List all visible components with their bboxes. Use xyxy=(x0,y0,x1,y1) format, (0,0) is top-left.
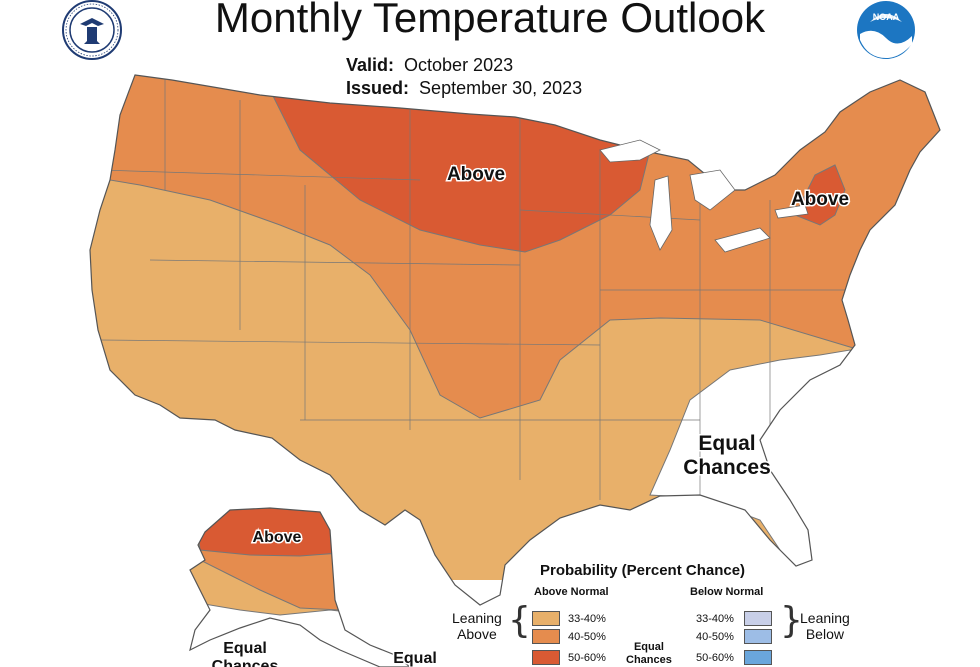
legend-above-row-1: 33-40% xyxy=(532,611,606,626)
alaska-panhandle-equal-label: Equal xyxy=(393,650,437,667)
legend-swatch-below-33-40 xyxy=(743,611,772,626)
leaning-above-label: Leaning Above xyxy=(452,610,502,642)
northeast-above-label: Above xyxy=(791,189,849,210)
north-central-above-label: Above xyxy=(447,164,505,185)
legend-below-row-2: 40-50% xyxy=(696,629,772,644)
legend-swatch-below-40-50 xyxy=(743,629,772,644)
legend-above-row-3: 50-60% xyxy=(532,650,606,665)
legend-above-header: Above Normal xyxy=(534,586,609,598)
issued-line: Issued: September 30, 2023 xyxy=(346,78,582,99)
southeast-equal-label: Equal xyxy=(698,432,755,455)
legend-swatch-below-50-60 xyxy=(743,650,772,665)
great-lakes xyxy=(599,139,809,253)
legend-title: Probability (Percent Chance) xyxy=(540,562,746,579)
alaska-chances-label: Chances xyxy=(212,658,279,667)
leaning-below-brace-icon: } xyxy=(780,600,803,641)
alaska-equal-label: Equal xyxy=(223,640,267,657)
legend-below-row-3: 50-60% xyxy=(696,650,772,665)
valid-line: Valid: October 2023 xyxy=(346,55,513,76)
legend-swatch-above-33-40 xyxy=(532,611,560,626)
noaa-logo-icon: NOAA xyxy=(857,1,915,59)
valid-label: Valid: xyxy=(346,55,395,75)
alaska-above-label: Above xyxy=(253,529,302,546)
valid-value: October 2023 xyxy=(404,55,514,75)
southeast-chances-label: Chances xyxy=(683,456,771,479)
legend-equal-chances-label: Equal Chances xyxy=(626,641,672,666)
legend-below-row-1: 33-40% xyxy=(696,611,772,626)
commerce-seal-icon xyxy=(62,0,122,60)
legend-below-header: Below Normal xyxy=(690,586,764,598)
legend-above-row-2: 40-50% xyxy=(532,629,606,644)
legend-swatch-above-50-60 xyxy=(532,650,560,665)
issued-label: Issued: xyxy=(346,78,410,98)
svg-text:NOAA: NOAA xyxy=(873,12,900,22)
alaska-outline xyxy=(189,507,411,667)
state-boundaries xyxy=(99,75,850,500)
page-title: Monthly Temperature Outlook xyxy=(214,0,766,41)
leaning-below-label: Leaning Below xyxy=(800,610,850,642)
legend-swatch-above-40-50 xyxy=(532,629,560,644)
leaning-above-brace-icon: { xyxy=(508,600,531,641)
new-york-above-50-60-region xyxy=(794,164,846,226)
issued-value: September 30, 2023 xyxy=(419,78,583,98)
